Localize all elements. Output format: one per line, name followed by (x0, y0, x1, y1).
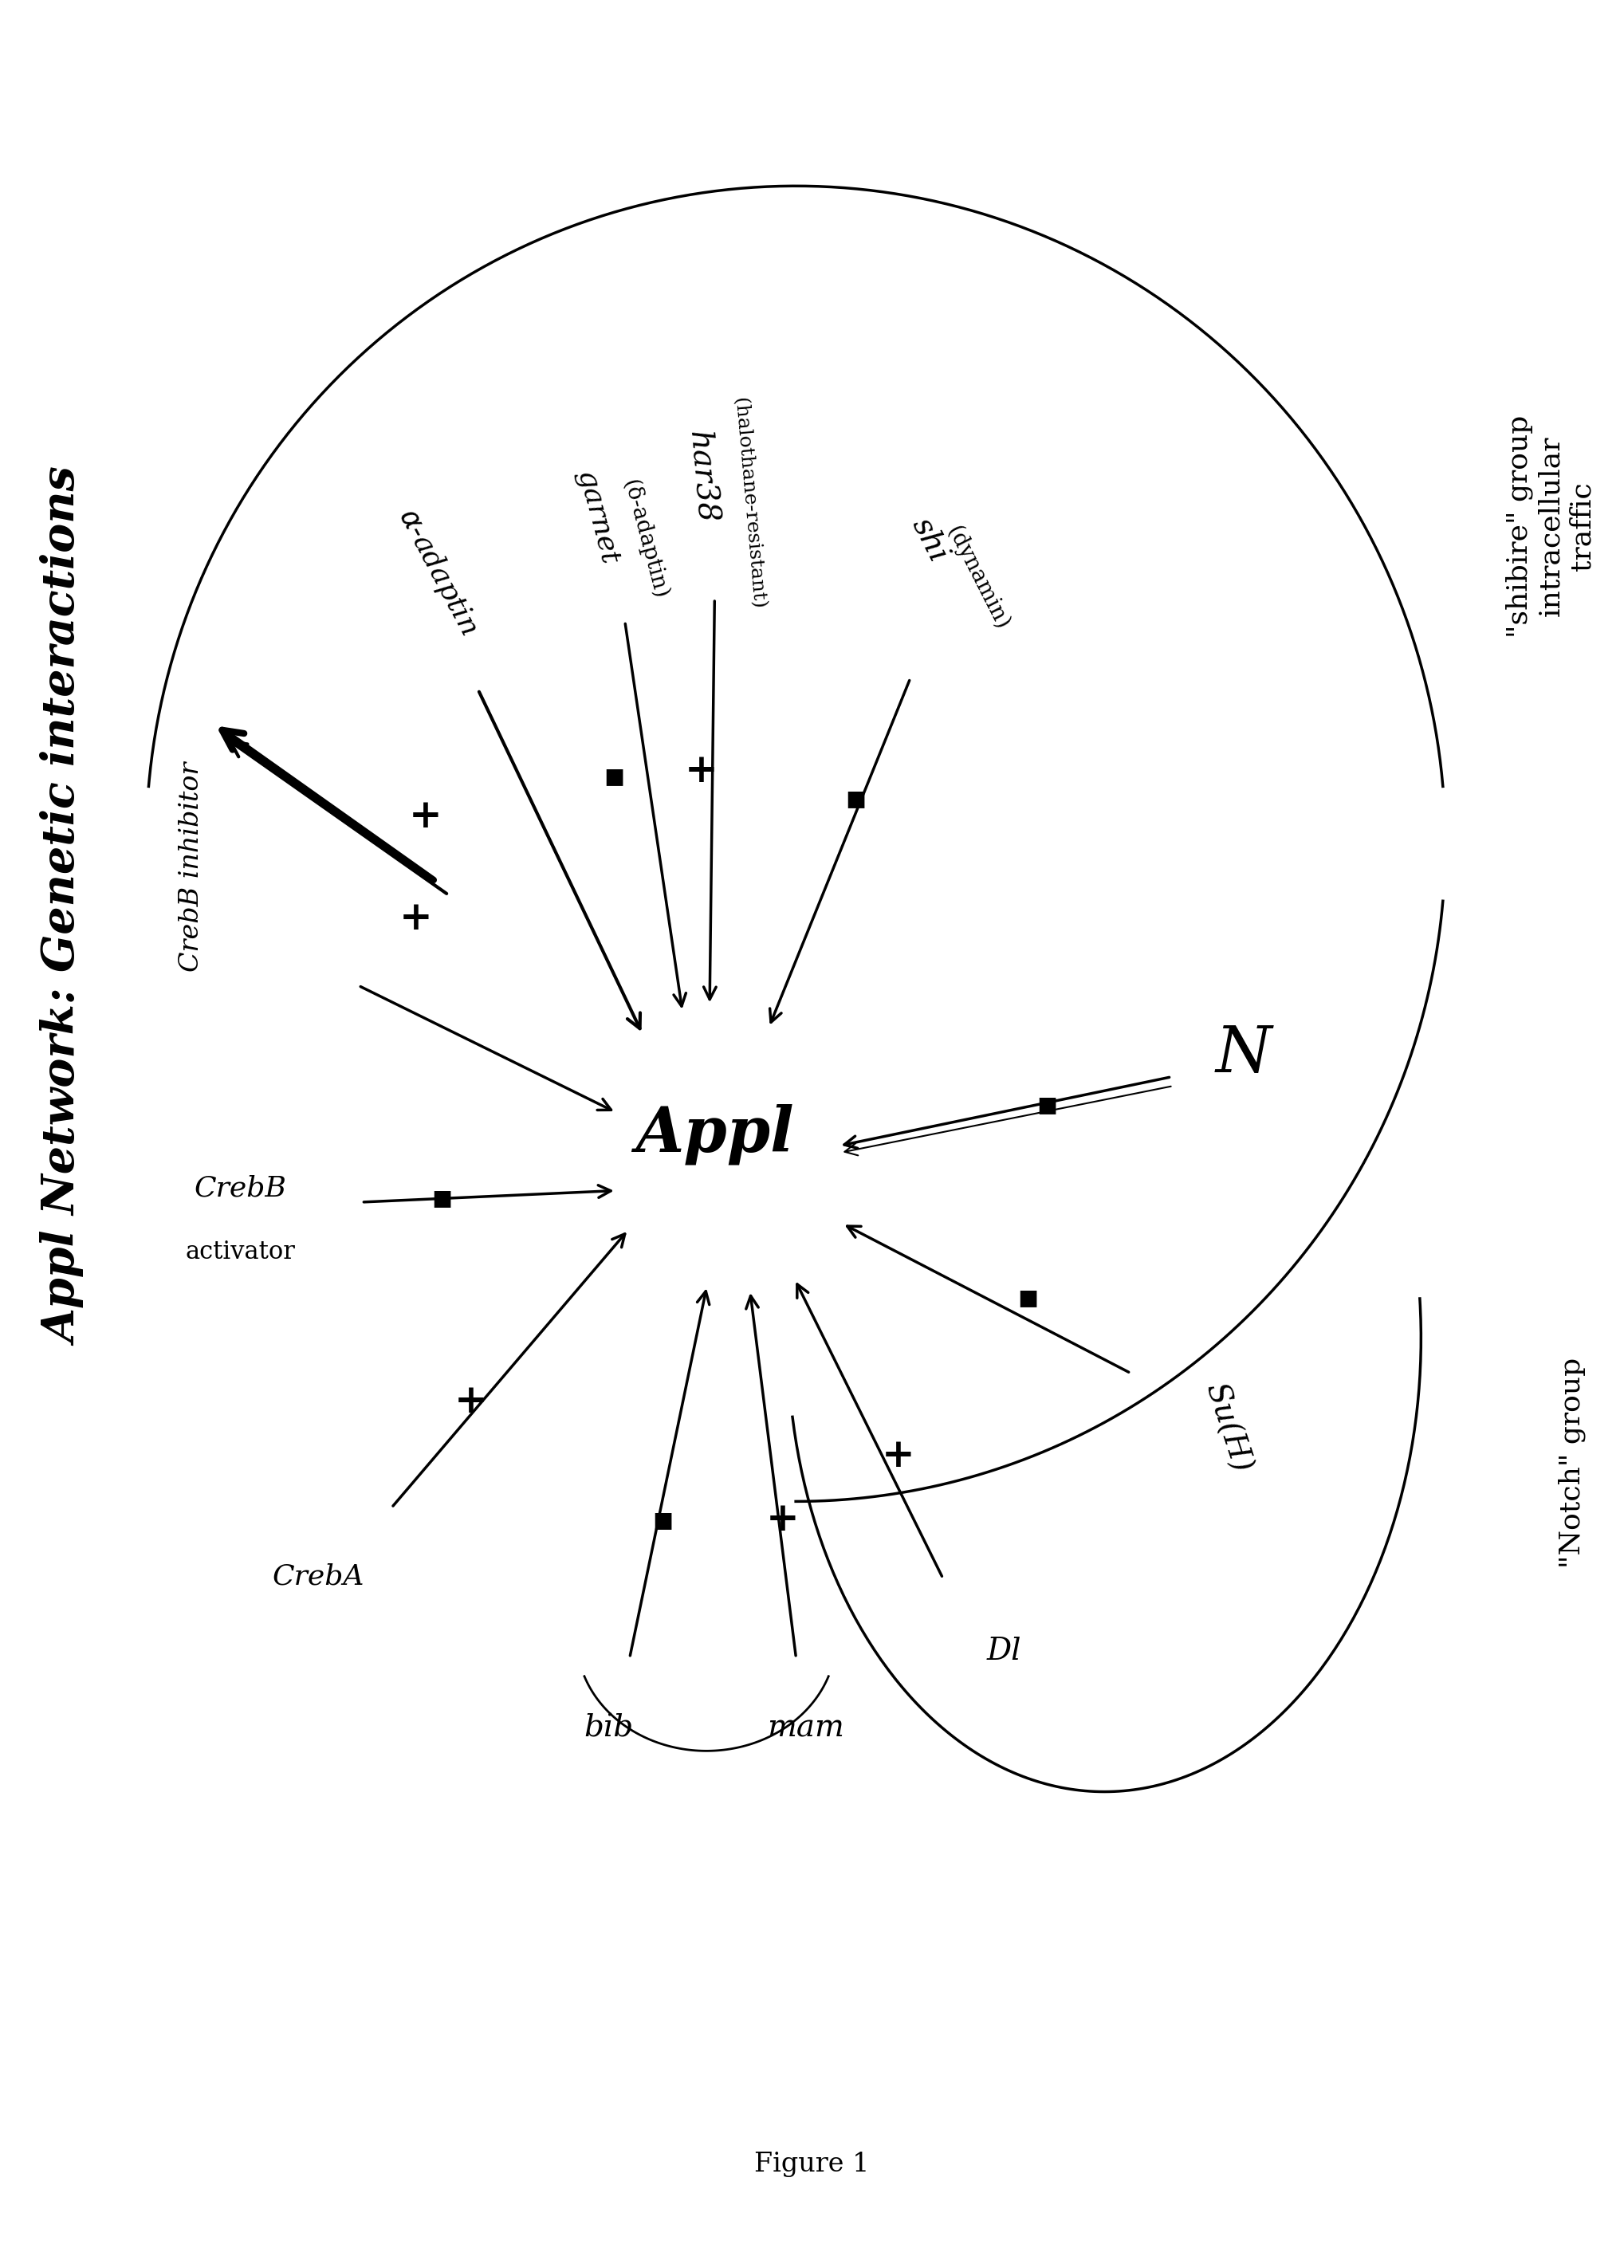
Text: "Notch" group: "Notch" group (1559, 1359, 1585, 1567)
FancyArrowPatch shape (630, 1290, 710, 1656)
FancyArrowPatch shape (848, 1227, 1129, 1372)
FancyArrowPatch shape (844, 1086, 1171, 1154)
Text: "shibire" group
intracellular
traffic: "shibire" group intracellular traffic (1505, 415, 1596, 637)
Text: shi: shi (906, 513, 952, 567)
FancyArrowPatch shape (364, 1186, 611, 1202)
FancyArrowPatch shape (797, 1284, 942, 1576)
FancyArrowPatch shape (703, 601, 716, 1000)
Text: Dl: Dl (986, 1635, 1021, 1667)
Text: ▪: ▪ (1017, 1281, 1039, 1313)
Text: $\alpha$-adaptin: $\alpha$-adaptin (393, 503, 484, 640)
Text: +: + (455, 1381, 487, 1422)
Text: CrebB inhibitor: CrebB inhibitor (179, 762, 205, 971)
Text: activator: activator (185, 1241, 296, 1263)
Text: +: + (409, 796, 442, 837)
Text: +: + (685, 751, 718, 792)
FancyArrowPatch shape (222, 730, 434, 880)
FancyArrowPatch shape (625, 624, 685, 1007)
Text: ▪: ▪ (844, 782, 867, 814)
Text: +: + (400, 898, 432, 939)
Text: ▪: ▪ (430, 1182, 453, 1213)
FancyArrowPatch shape (844, 1077, 1169, 1148)
Text: ▪: ▪ (1036, 1089, 1059, 1120)
FancyArrowPatch shape (770, 680, 909, 1023)
Text: har38: har38 (682, 429, 721, 524)
Text: N: N (1216, 1023, 1272, 1086)
FancyArrowPatch shape (231, 742, 447, 894)
FancyArrowPatch shape (745, 1295, 796, 1656)
FancyArrowPatch shape (393, 1234, 625, 1506)
Text: mam: mam (767, 1712, 844, 1744)
Text: Appl: Appl (635, 1105, 794, 1163)
Text: CrebB: CrebB (195, 1175, 286, 1202)
Text: (halothane-resistant): (halothane-resistant) (731, 397, 767, 610)
Text: Su(H): Su(H) (1200, 1381, 1255, 1476)
Text: ▪: ▪ (603, 760, 625, 792)
FancyArrowPatch shape (479, 692, 640, 1030)
Text: garnet: garnet (572, 467, 624, 567)
Text: (dynamin): (dynamin) (942, 522, 1013, 635)
Text: (δ-adaptin): (δ-adaptin) (619, 479, 671, 601)
Text: +: + (767, 1499, 799, 1540)
FancyArrowPatch shape (361, 987, 611, 1109)
Text: Figure 1: Figure 1 (755, 2152, 869, 2177)
Text: ▪: ▪ (651, 1504, 674, 1535)
Text: CrebA: CrebA (273, 1563, 364, 1590)
Text: +: + (882, 1436, 914, 1476)
Text: bib: bib (585, 1712, 633, 1744)
Text: Appl Network: Genetic interactions: Appl Network: Genetic interactions (42, 469, 88, 1345)
